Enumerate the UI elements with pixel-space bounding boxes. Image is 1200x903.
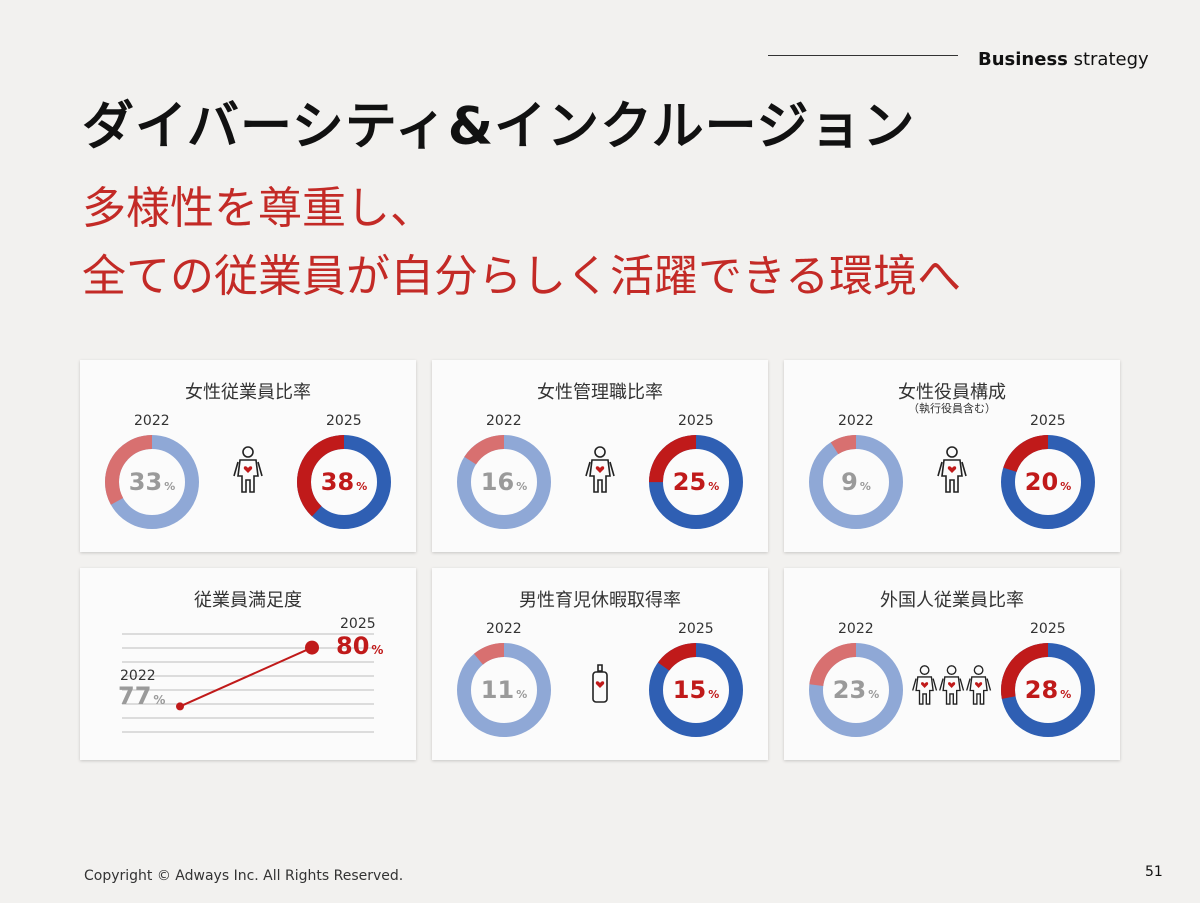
donut-unit: % (859, 479, 871, 493)
donut-value: 15 (672, 676, 707, 704)
donut-2025: 38% (294, 432, 394, 532)
donut-value: 38 (320, 468, 355, 496)
year-label-2022: 2022 (134, 413, 170, 429)
donut-2022: 11% (454, 640, 554, 740)
donut-unit: % (1060, 479, 1072, 493)
year-label-2022: 2022 (120, 668, 156, 685)
donut-2022: 16% (454, 432, 554, 532)
donut-2025: 20% (998, 432, 1098, 532)
satisfaction-line-chart (122, 633, 374, 733)
card-title: 女性管理職比率 (537, 382, 663, 403)
people-group-icon (911, 665, 993, 717)
donut-unit: % (516, 687, 528, 701)
donut-value: 23 (832, 676, 867, 704)
point-2022 (176, 702, 184, 711)
donut-unit: % (708, 479, 720, 493)
baby-bottle-icon (590, 663, 610, 711)
card-title: 女性役員構成 (898, 382, 1006, 403)
donut-2022: 9% (806, 432, 906, 532)
donut-value: 33 (128, 468, 163, 496)
donut-unit: % (356, 479, 368, 493)
donut-value: 9 (841, 468, 858, 496)
card-note: （執行役員含む） (908, 402, 996, 415)
woman-icon (231, 444, 265, 502)
donut-value: 16 (480, 468, 515, 496)
donut-unit: % (516, 479, 528, 493)
section-label: Business strategy (978, 49, 1149, 70)
card-title: 男性育児休暇取得率 (519, 590, 681, 611)
year-label-2022: 2022 (486, 413, 522, 429)
donut-value: 28 (1024, 676, 1059, 704)
donut-2025: 15% (646, 640, 746, 740)
year-label-2025: 2025 (1030, 413, 1066, 429)
donut-segment (297, 435, 391, 529)
value-2025: 80% (336, 631, 384, 660)
year-label-2022: 2022 (838, 621, 874, 637)
donut-segment (1001, 643, 1095, 737)
donut-segment (1001, 435, 1095, 529)
year-label-2025: 2025 (678, 413, 714, 429)
series-line (179, 646, 313, 708)
donut-2025: 28% (998, 640, 1098, 740)
year-label-2022: 2022 (486, 621, 522, 637)
donut-unit: % (164, 479, 176, 493)
donut-segment (809, 435, 903, 529)
donut-unit: % (708, 687, 720, 701)
donut-unit: % (868, 687, 880, 701)
woman-icon (935, 444, 969, 502)
year-label-2025: 2025 (326, 413, 362, 429)
kpi-card: 女性従業員比率 2022 2025 33% 38% (80, 360, 416, 552)
donut-value: 11 (480, 676, 515, 704)
card-title: 外国人従業員比率 (880, 590, 1024, 611)
donut-2022: 23% (806, 640, 906, 740)
donut-segment (457, 435, 551, 529)
donut-segment (649, 643, 743, 737)
subtitle-line-2: 全ての従業員が自分らしく活躍できる環境へ (82, 251, 962, 302)
year-label-2025: 2025 (1030, 621, 1066, 637)
card-title: 女性従業員比率 (185, 382, 311, 403)
donut-unit: % (1060, 687, 1072, 701)
donut-value: 25 (672, 468, 707, 496)
donut-segment (457, 643, 551, 737)
header-rule (768, 55, 958, 56)
year-label-2022: 2022 (838, 413, 874, 429)
kpi-card: 男性育児休暇取得率 2022 2025 11% 15% (432, 568, 768, 760)
kpi-card: 女性役員構成 （執行役員含む） 2022 2025 9% 20% (784, 360, 1120, 552)
card-title: 従業員満足度 (194, 590, 302, 611)
value-2022: 77% (118, 682, 166, 711)
donut-segment (809, 643, 903, 737)
satisfaction-card: 従業員満足度 2022 77% 2025 80% (80, 568, 416, 760)
subtitle-line-1: 多様性を尊重し、 (82, 183, 434, 234)
year-label-2025: 2025 (678, 621, 714, 637)
copyright: Copyright © Adways Inc. All Rights Reser… (84, 868, 404, 884)
kpi-card: 外国人従業員比率 2022 2025 23% 28% (784, 568, 1120, 760)
year-label-2025: 2025 (340, 615, 376, 632)
woman-icon (583, 444, 617, 502)
donut-2022: 33% (102, 432, 202, 532)
kpi-card: 女性管理職比率 2022 2025 16% 25% (432, 360, 768, 552)
point-2025 (305, 640, 319, 655)
donut-value: 20 (1024, 468, 1059, 496)
donut-2025: 25% (646, 432, 746, 532)
donut-segment (105, 435, 199, 529)
donut-segment (649, 435, 743, 529)
page-number: 51 (1145, 864, 1163, 880)
page-title: ダイバーシティ&インクルージョン (82, 97, 916, 157)
